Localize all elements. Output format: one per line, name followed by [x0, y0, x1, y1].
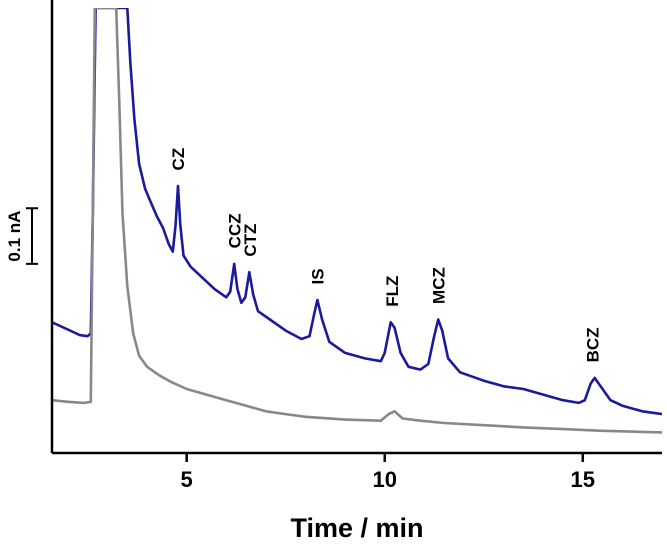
x-tick-label-15: 15 — [571, 467, 595, 492]
peak-label-ctz: CTZ — [241, 224, 260, 257]
peak-label-mcz: MCZ — [430, 267, 449, 304]
series-line-1 — [52, 8, 662, 416]
axes: 5 10 15 — [50, 0, 662, 492]
peak-label-ccz: CCZ — [226, 213, 245, 248]
peak-label-flz: FLZ — [383, 276, 402, 307]
scale-bar: 0.1 nA — [5, 207, 38, 265]
peak-label-bcz: BCZ — [584, 327, 603, 362]
x-tick-label-5: 5 — [181, 467, 193, 492]
series-line-2 — [52, 8, 662, 434]
peak-label-cz: CZ — [169, 148, 188, 171]
x-tick-label-10: 10 — [372, 467, 396, 492]
scale-bar-label: 0.1 nA — [5, 211, 24, 262]
peak-label-is: IS — [308, 268, 327, 284]
x-axis-label: Time / min — [290, 513, 423, 543]
